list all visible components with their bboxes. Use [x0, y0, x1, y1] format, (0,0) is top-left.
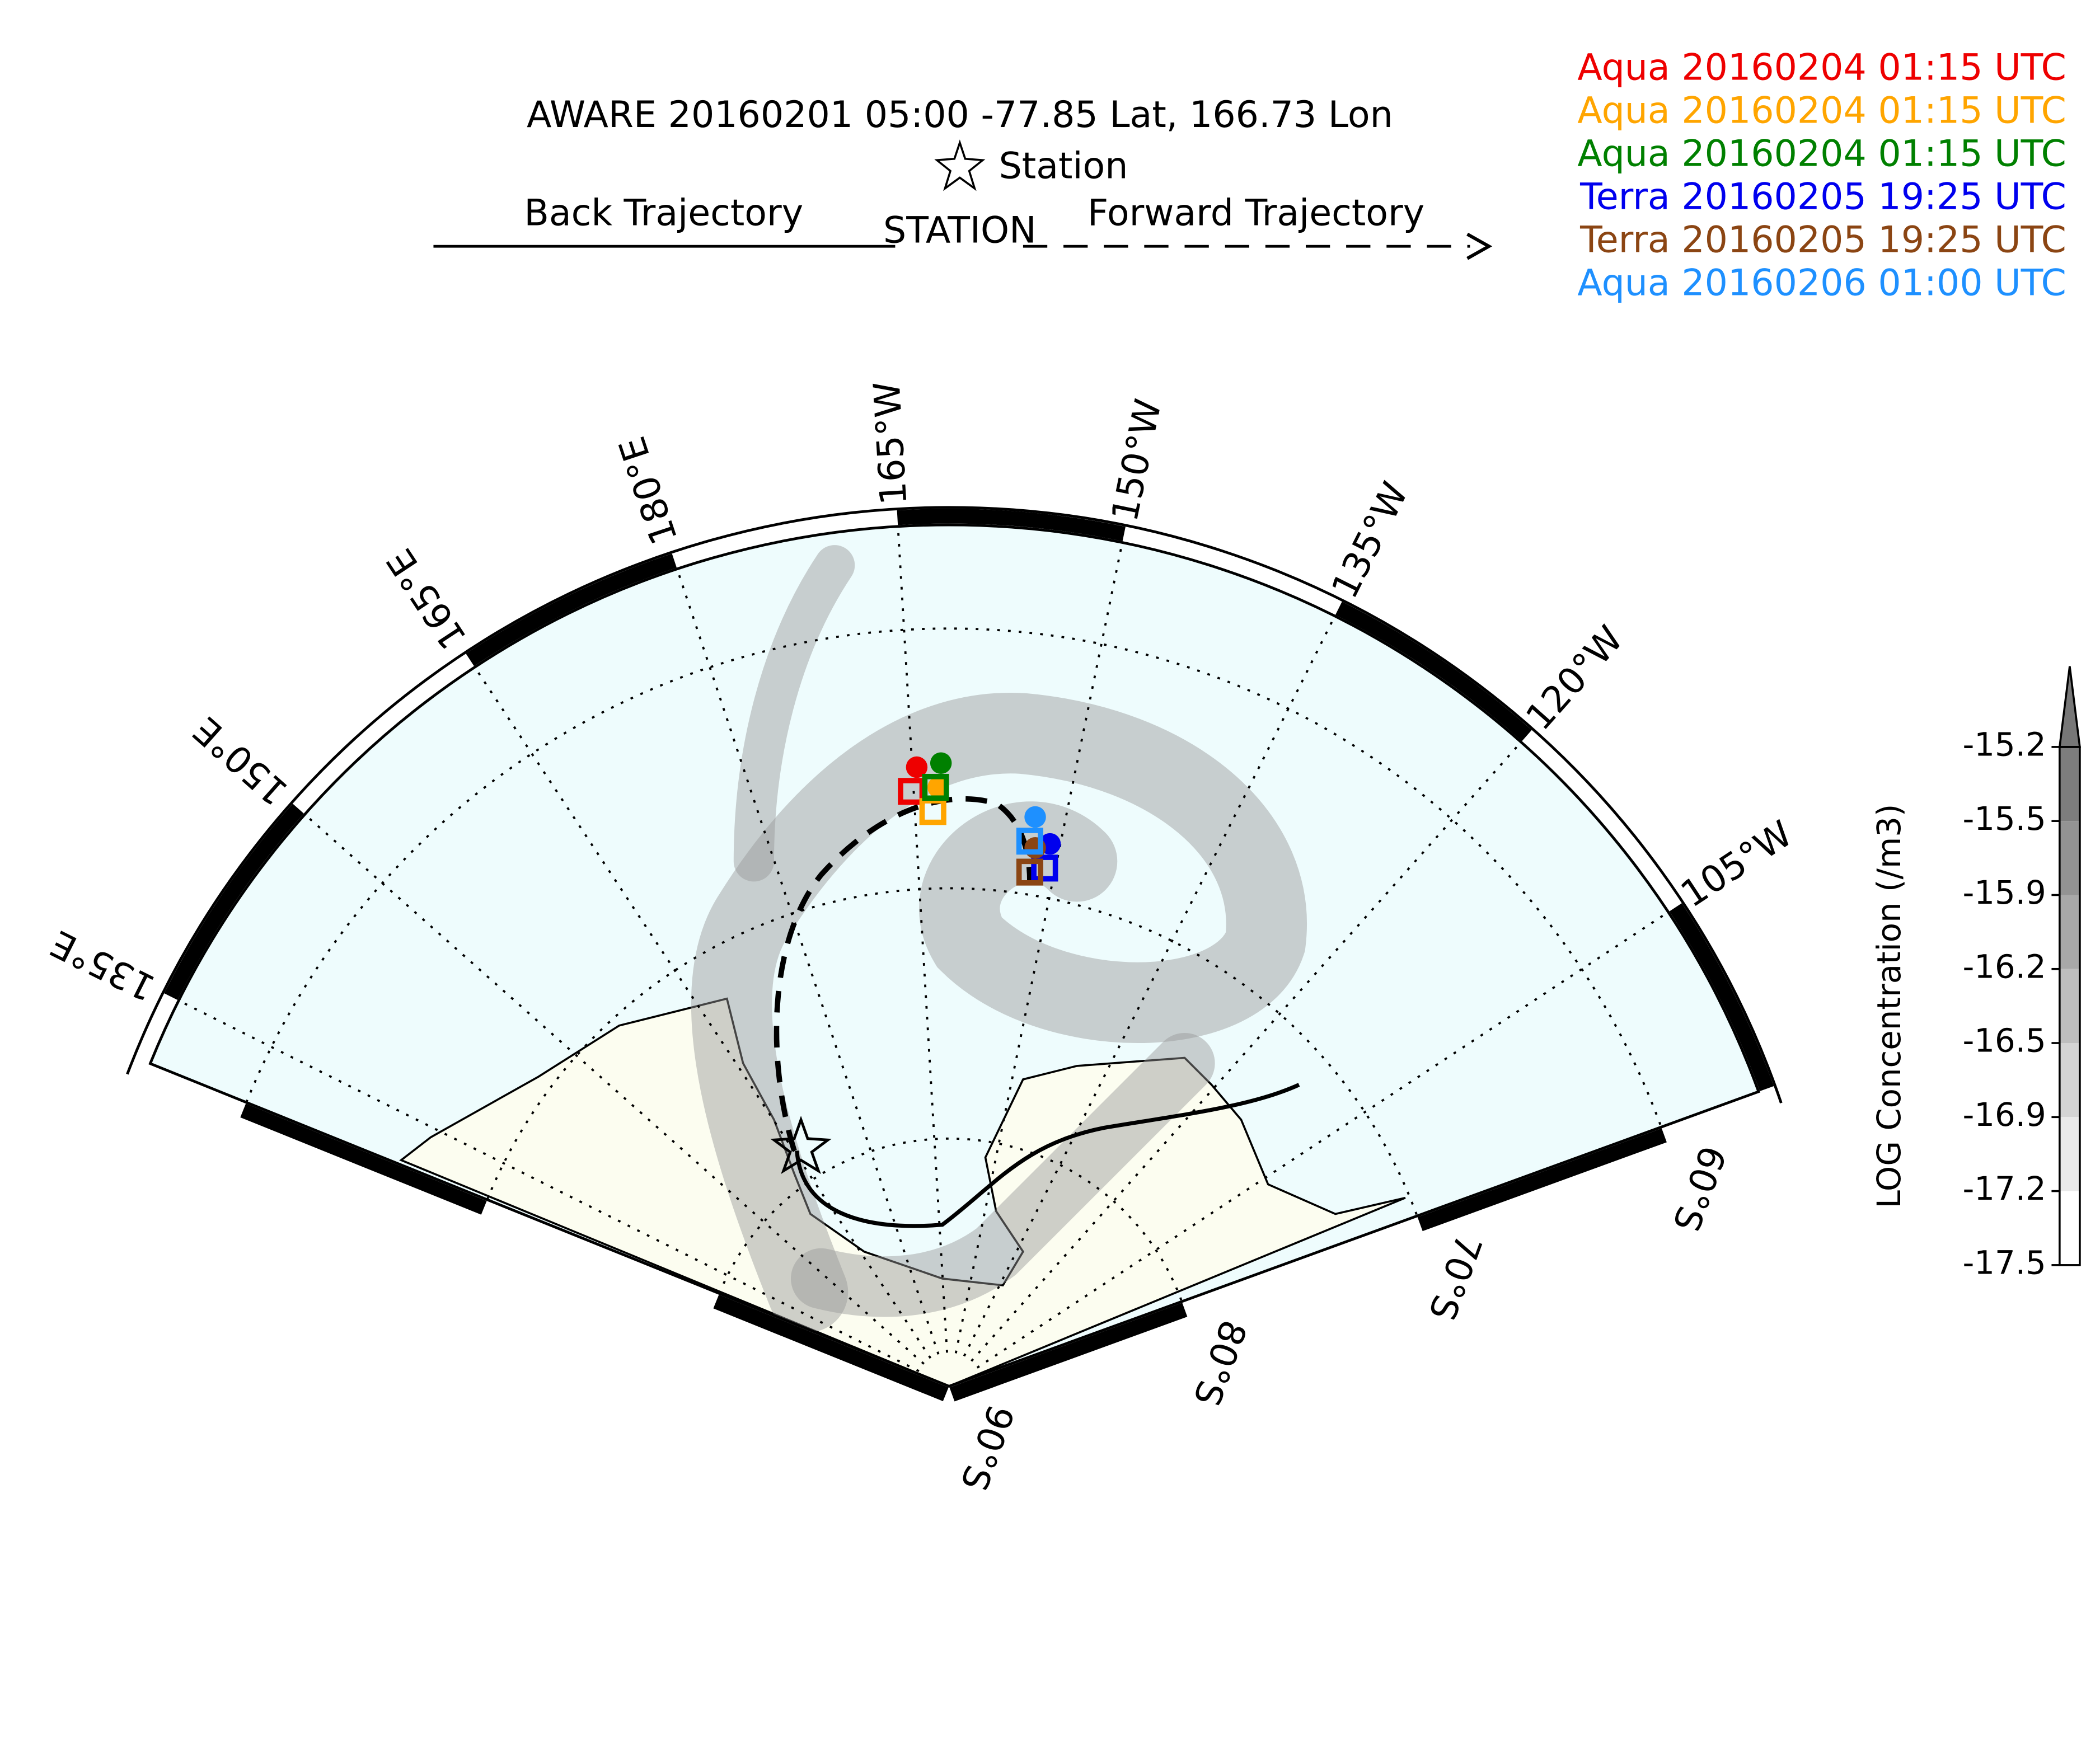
meridian — [971, 741, 1522, 1362]
meridian — [963, 616, 1336, 1357]
colorbar-level — [2059, 746, 2080, 821]
frame-band — [466, 553, 677, 666]
latitude-label: 70°S — [1420, 1229, 1489, 1326]
frame-outer — [126, 506, 1783, 1103]
meridian — [676, 569, 940, 1355]
colorbar-tick-label: -16.5 — [1962, 1022, 2046, 1060]
longitude-label: 165°E — [379, 541, 475, 656]
concentration-plume — [733, 545, 855, 882]
overpass-point — [1024, 806, 1046, 828]
station-symbol — [934, 139, 986, 191]
colorbar-tick-label: -15.2 — [1962, 726, 2046, 764]
latitude-label: 90°S — [952, 1399, 1021, 1496]
overpass-box — [1016, 858, 1043, 886]
colorbar-tick-label: -16.2 — [1962, 947, 2046, 985]
meridian — [954, 542, 1124, 1354]
colorbar-tick-label: -17.5 — [1962, 1243, 2046, 1281]
latitude-label: 80°S — [1185, 1315, 1254, 1412]
meridian — [474, 666, 932, 1359]
overpass-box — [1031, 854, 1058, 882]
longitude-label: 120°W — [1518, 618, 1632, 739]
forward-trajectory — [774, 796, 1033, 1152]
overpass-box — [1016, 828, 1043, 855]
colorbar-outline — [2059, 746, 2081, 1266]
parallel — [245, 627, 1662, 1128]
longitude-label: 180°E — [611, 431, 686, 549]
legend-entry: Aqua 20160206 01:00 UTC — [1577, 262, 2066, 304]
overpass-box — [922, 773, 949, 801]
frame-band — [164, 804, 304, 1001]
antarctica — [399, 997, 1406, 1388]
colorbar-level — [2059, 821, 2080, 895]
colorbar-level — [2059, 895, 2080, 969]
colorbar-tick-label: -17.2 — [1962, 1169, 2046, 1208]
frame — [148, 523, 1761, 1388]
frame-band — [713, 1294, 949, 1402]
colorbar-level — [2059, 969, 2080, 1044]
colorbar-level — [2059, 1117, 2080, 1191]
longitude-label: 150°W — [1104, 396, 1170, 525]
station-symbol-label: Station — [999, 145, 1128, 187]
frame-band — [1669, 903, 1774, 1092]
latitude-label: 60°S — [1664, 1140, 1733, 1237]
legend-entry: Terra 20160205 19:25 UTC — [1579, 219, 2066, 261]
longitude-label: 150°E — [186, 708, 296, 813]
colorbar-label: LOG Concentration (/m3) — [1870, 804, 1908, 1209]
legend-entry: Aqua 20160204 01:15 UTC — [1577, 47, 2066, 89]
legend-entry: Aqua 20160204 01:15 UTC — [1577, 90, 2066, 132]
meridian — [897, 526, 948, 1353]
frame-band — [949, 1303, 1188, 1402]
title: AWARE 20160201 05:00 -77.85 Lat, 166.73 … — [527, 94, 1393, 136]
frame-band — [897, 509, 1126, 542]
meridian — [304, 813, 925, 1365]
longitude-label: 135°E — [44, 922, 162, 1008]
concentration-plume — [691, 693, 1307, 1333]
longitude-label: 165°W — [866, 381, 916, 506]
colorbar-extension — [2058, 666, 2081, 748]
meridian — [976, 911, 1669, 1369]
meridian — [178, 999, 920, 1373]
colorbar: -15.2 -15.5 -15.9 -16.2 -16.5 -16.9 -17.2 -17.5… — [1870, 666, 2081, 1281]
back-label: Back Trajectory — [524, 192, 803, 234]
overpass-point — [930, 752, 952, 774]
forward-arrow — [1466, 232, 1493, 260]
colorbar-level — [2059, 1191, 2080, 1265]
station-marker — [770, 1115, 832, 1175]
legend-entry: Terra 20160205 19:25 UTC — [1579, 176, 2066, 218]
station-label: STATION — [883, 210, 1037, 252]
longitude-label: 105°W — [1674, 813, 1799, 916]
overpass-point — [906, 756, 928, 778]
colorbar-tick-label: -16.9 — [1962, 1096, 2046, 1134]
back-trajectory — [795, 1083, 1300, 1228]
colorbar-level — [2059, 1043, 2080, 1117]
frame-band — [1417, 1128, 1667, 1232]
frame-band — [1335, 602, 1532, 741]
legend-entry: Aqua 20160204 01:15 UTC — [1577, 133, 2066, 175]
colorbar-tick-label: -15.5 — [1962, 800, 2046, 838]
forward-label: Forward Trajectory — [1088, 192, 1424, 234]
map: 135°E 150°E 165°E 180°E 165°W 150°W 135°W 120°W… — [44, 381, 1800, 1496]
longitude-label: 135°W — [1324, 476, 1417, 605]
frame-band — [240, 1103, 487, 1215]
colorbar-tick-label: -15.9 — [1962, 873, 2046, 912]
